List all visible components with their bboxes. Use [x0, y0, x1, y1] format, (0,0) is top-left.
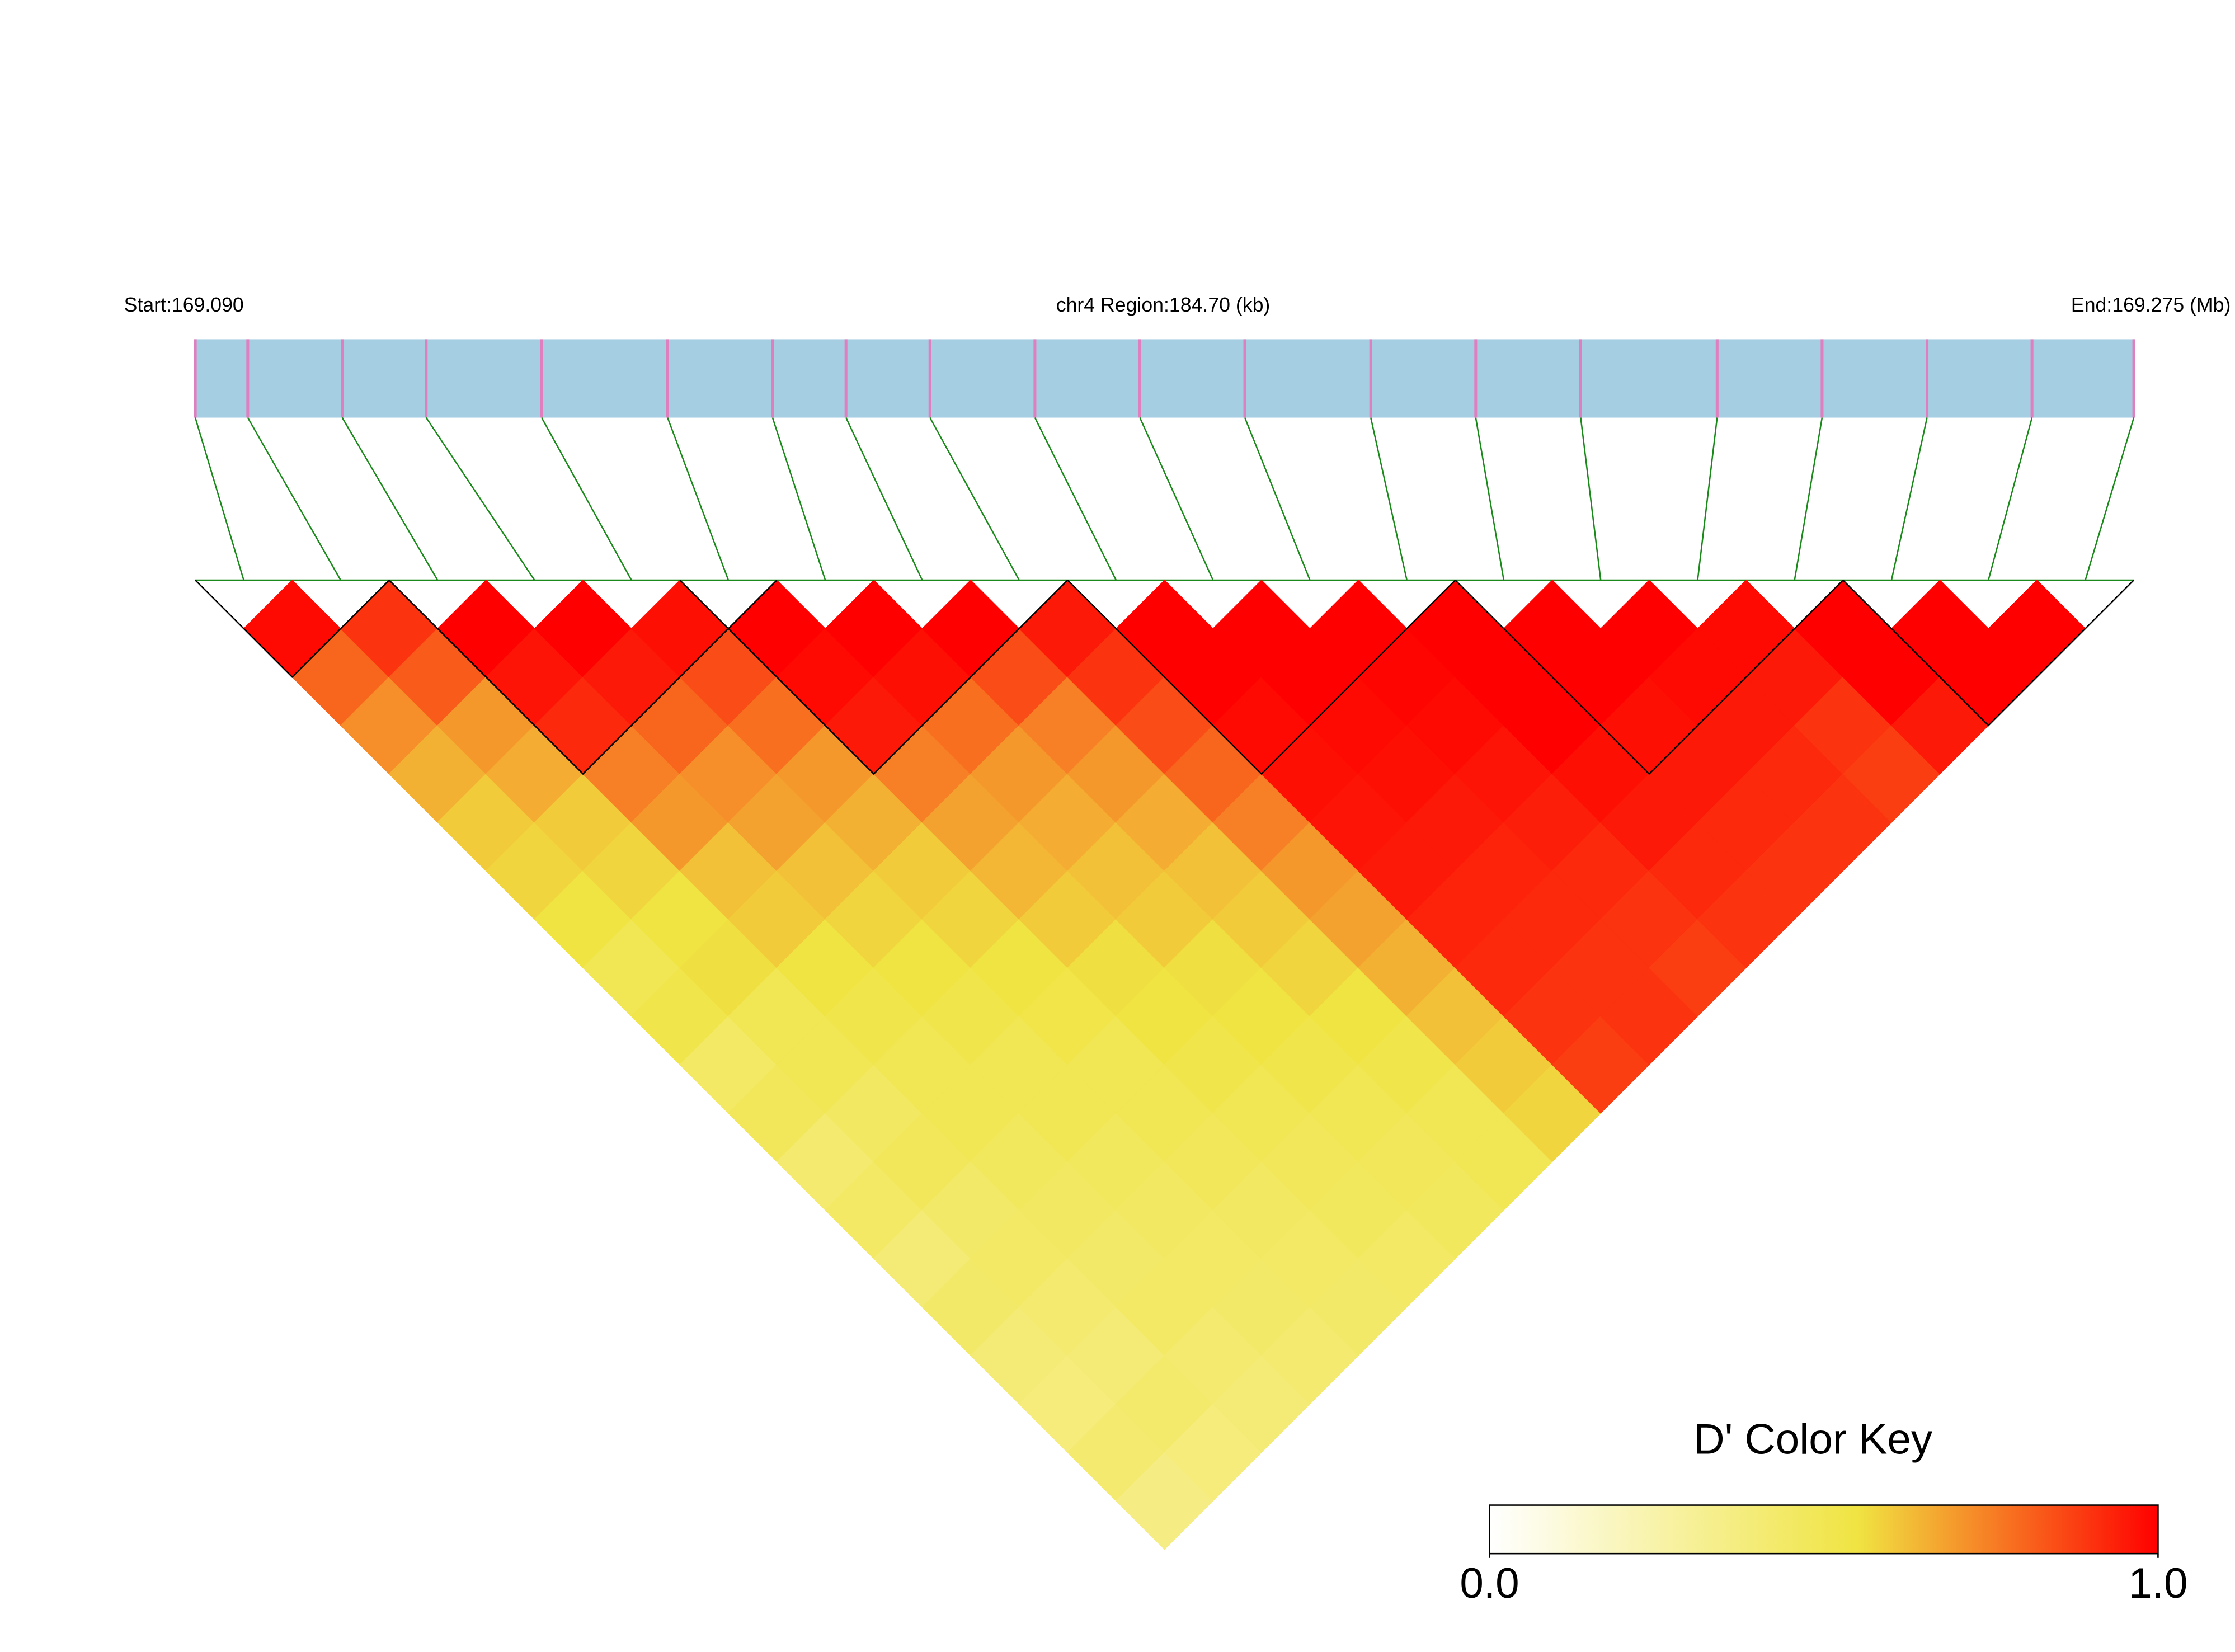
ld-block — [195, 580, 390, 679]
snp-link — [1794, 417, 1823, 581]
ld-block — [388, 580, 778, 775]
snp-link — [194, 417, 244, 581]
ld-block — [1067, 580, 1456, 775]
ld-block — [1455, 580, 1844, 775]
snp-link — [425, 417, 535, 581]
snp-bar — [195, 339, 2134, 418]
snp-link — [1697, 417, 1718, 581]
key-tick-label: 1.0 — [2128, 1560, 2187, 1607]
snp-link — [1890, 417, 1928, 581]
snp-link — [667, 417, 730, 581]
region-label: chr4 Region:184.70 (kb) — [1056, 294, 1271, 316]
snp-link — [1034, 417, 1117, 581]
ld-block — [679, 580, 1069, 775]
snp-link — [1244, 417, 1311, 581]
snp-link — [845, 417, 923, 581]
end-label: End:169.275 (Mb) — [2071, 294, 2231, 316]
color-key-bar — [1489, 1504, 2159, 1555]
snp-link — [1580, 417, 1602, 581]
snp-link — [341, 417, 439, 581]
start-label: Start:169.090 — [124, 294, 244, 316]
snp-link — [1987, 417, 2033, 581]
snp-link — [1475, 417, 1505, 581]
snp-link — [541, 417, 632, 581]
key-tick-label: 0.0 — [1460, 1560, 1519, 1607]
snp-link — [247, 417, 342, 581]
snp-link — [929, 417, 1020, 581]
snp-link — [771, 417, 826, 581]
snp-link — [1139, 417, 1214, 581]
color-key-title: D' Color Key — [1694, 1416, 1933, 1463]
snp-link — [2085, 417, 2135, 581]
ld-block — [1842, 580, 2135, 727]
snp-link — [1370, 417, 1408, 581]
